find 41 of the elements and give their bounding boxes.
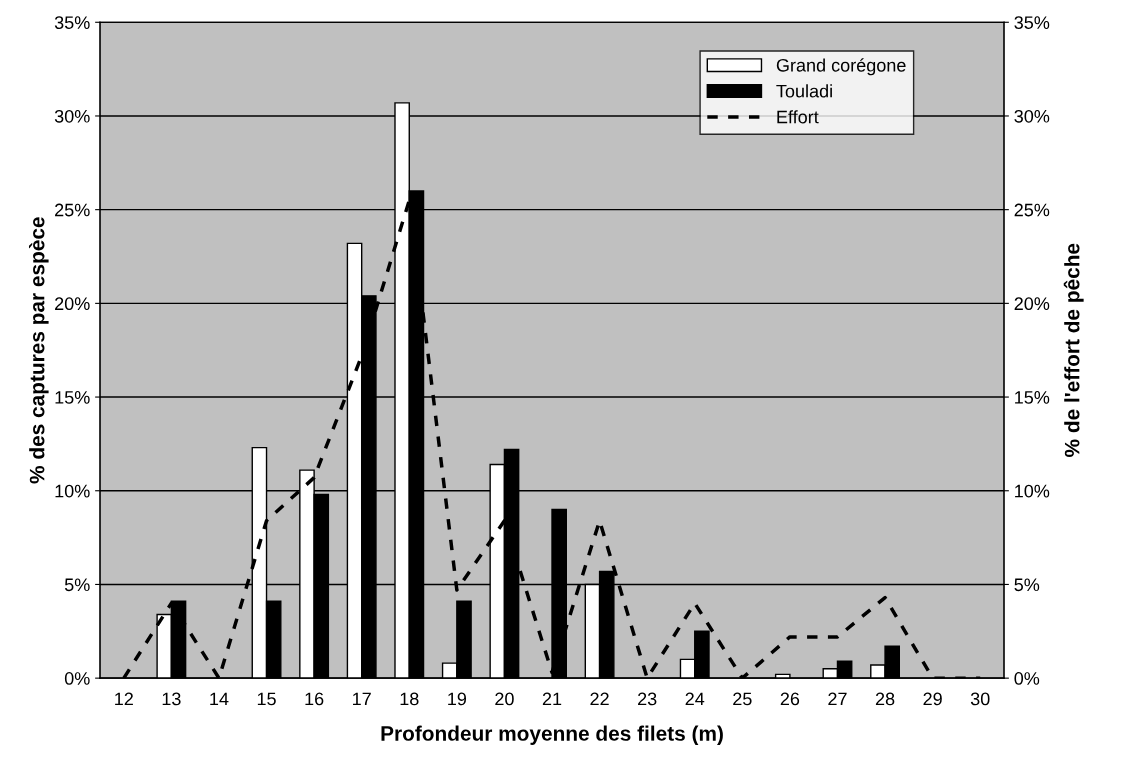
y2-axis-title: % de l'effort de pêche	[1063, 243, 1084, 457]
y2-tick-label: 30%	[1014, 109, 1050, 123]
x-tick-label: 28	[875, 692, 895, 706]
y2-tick-label: 25%	[1014, 203, 1050, 217]
y-tick-label: 25%	[55, 203, 90, 217]
x-tick-label: 26	[780, 692, 800, 706]
x-tick-label: 23	[638, 692, 657, 706]
x-tick-label: 19	[448, 692, 467, 706]
y-tick-label: 5%	[64, 578, 90, 592]
x-tick-label: 18	[400, 692, 419, 706]
y2-tick-label: 10%	[1015, 484, 1050, 498]
y-axis-title: % des captures par espèce	[28, 217, 49, 484]
x-tick-label: 27	[828, 692, 847, 706]
x-tick-label: 12	[115, 692, 133, 706]
y-tick-label: 30%	[54, 109, 90, 123]
x-axis-title: Profondeur moyenne des filets (m)	[381, 725, 723, 745]
x-tick-label: 13	[162, 692, 181, 706]
x-tick-label: 14	[210, 692, 229, 706]
y2-tick-label: 20%	[1014, 297, 1050, 311]
y-tick-label: 10%	[55, 484, 90, 498]
y2-tick-label: 35%	[1014, 16, 1050, 29]
x-tick-label: 25	[733, 692, 752, 706]
x-tick-label: 30	[970, 692, 990, 706]
legend-label: Touladi	[776, 84, 832, 98]
y2-tick-label: 5%	[1014, 578, 1040, 592]
x-tick-label: 15	[257, 692, 276, 706]
x-tick-label: 20	[495, 692, 514, 706]
x-tick-label: 29	[923, 692, 942, 706]
y-tick-label: 35%	[54, 16, 90, 29]
y2-tick-label: 15%	[1015, 391, 1050, 404]
x-tick-label: 16	[305, 692, 324, 706]
x-tick-label: 24	[685, 692, 705, 706]
x-tick-label: 21	[542, 692, 562, 706]
y-tick-label: 15%	[55, 391, 90, 404]
x-tick-label: 22	[590, 692, 609, 706]
y2-tick-label: 0%	[1014, 672, 1040, 685]
legend-label: Grand corégone	[776, 58, 906, 76]
y-tick-label: 0%	[64, 672, 90, 685]
y-tick-label: 20%	[55, 297, 90, 311]
legend-label: Effort	[777, 110, 819, 124]
x-tick-label: 17	[353, 692, 371, 706]
